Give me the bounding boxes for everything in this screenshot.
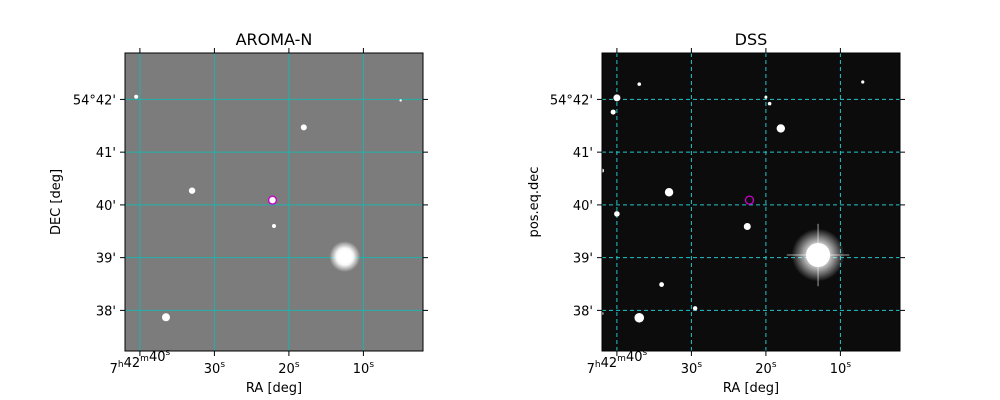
stars <box>134 94 402 322</box>
y-axis-label: pos.eq.dec <box>527 167 542 238</box>
axes-frame <box>601 52 901 352</box>
star <box>399 99 402 102</box>
panel-aroma-n: AROMA-N 7h42m40s 30s 20s 10s 54°42' 41' 40' 39… <box>49 30 428 396</box>
star <box>610 109 616 115</box>
star <box>776 124 785 133</box>
x-tick-label: 7h42m40s <box>110 348 171 377</box>
y-tick-label: 54°42' <box>73 93 116 108</box>
target-marker <box>267 195 278 205</box>
stars <box>602 80 865 323</box>
x-tick-label: 10s <box>830 360 852 377</box>
panel-title: DSS <box>735 30 768 49</box>
star <box>664 188 674 197</box>
grid-lines <box>602 53 900 351</box>
star <box>637 82 642 86</box>
axes-frame <box>124 52 424 352</box>
star <box>337 249 352 264</box>
star <box>767 101 772 106</box>
x-axis-label: RA [deg] <box>246 381 302 396</box>
y-tick-label: 41' <box>573 146 593 161</box>
star <box>613 94 621 102</box>
x-ticks: 7h42m40s 30s 20s 10s <box>110 48 375 377</box>
y-tick-label: 54°42' <box>550 93 593 108</box>
y-tick-label: 38' <box>573 304 593 319</box>
x-axis-label: RA [deg] <box>723 381 779 396</box>
y-tick-label: 39' <box>573 252 593 267</box>
star <box>806 243 831 268</box>
y-ticks: 54°42' 41' 40' 39' 38' <box>550 93 905 319</box>
x-tick-label: 7h42m40s <box>587 348 648 377</box>
marker-star <box>269 196 276 204</box>
star <box>692 306 698 311</box>
star <box>659 282 664 287</box>
y-tick-label: 40' <box>573 199 593 214</box>
star <box>861 80 865 84</box>
panel-title: AROMA-N <box>236 30 313 49</box>
x-tick-label: 30s <box>204 360 226 377</box>
star <box>188 187 196 194</box>
x-tick-label: 20s <box>755 360 777 377</box>
y-tick-label: 39' <box>96 252 116 267</box>
y-tick-label: 41' <box>96 146 116 161</box>
star <box>300 124 307 131</box>
y-tick-label: 38' <box>96 304 116 319</box>
y-tick-label: 40' <box>96 199 116 214</box>
marker-circle <box>267 195 278 205</box>
star <box>161 313 170 322</box>
grid-lines <box>125 53 423 351</box>
star <box>743 223 751 231</box>
star <box>614 211 620 217</box>
target-marker <box>744 195 755 205</box>
marker-circle <box>744 195 755 205</box>
y-ticks: 54°42' 41' 40' 39' 38' <box>73 93 428 319</box>
y-axis-label: DEC [deg] <box>49 169 64 235</box>
panel-dss: DSS 7h42m40s 30s 20s 10s 54°42' 41' 40' 39' 38'… <box>527 30 905 396</box>
star <box>134 94 139 99</box>
x-tick-label: 30s <box>681 360 703 377</box>
x-ticks: 7h42m40s 30s 20s 10s <box>587 48 852 377</box>
star <box>272 223 276 228</box>
star <box>634 312 645 323</box>
star <box>764 95 768 99</box>
x-tick-label: 20s <box>278 360 300 377</box>
x-tick-label: 10s <box>353 360 375 377</box>
image-background <box>602 53 900 351</box>
